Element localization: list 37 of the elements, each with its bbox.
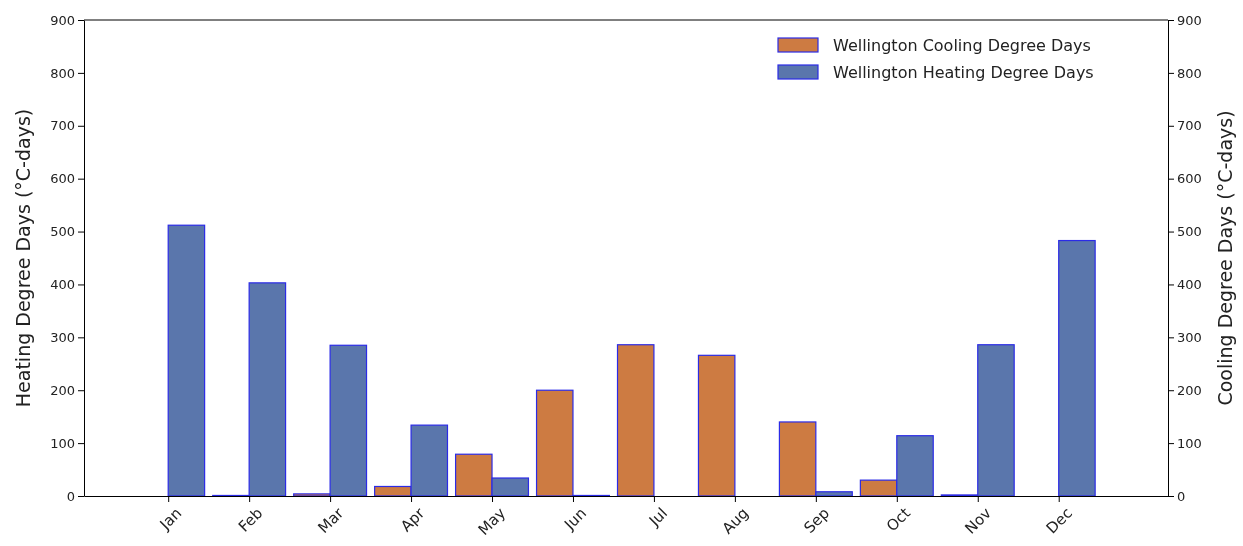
x-tick-label: Jun <box>560 504 591 535</box>
y2-tick-label: 0 <box>1177 488 1186 504</box>
y2-tick-label: 400 <box>1177 277 1202 293</box>
bar <box>1058 239 1096 497</box>
y-tick-label: 600 <box>50 171 75 187</box>
y2-tick-label: 300 <box>1177 329 1202 345</box>
x-tick-label: Jul <box>644 504 672 531</box>
x-tick-label: Oct <box>882 504 914 536</box>
y-tick-label: 900 <box>50 12 75 28</box>
y-axis-title: Heating Degree Days (°C-days) <box>12 108 34 408</box>
bar <box>167 224 206 497</box>
x-tick-label: Dec <box>1042 504 1076 538</box>
bar <box>616 344 655 497</box>
x-tick-label: Feb <box>234 504 267 536</box>
y-tick-label: 300 <box>50 329 75 345</box>
y-tick-label: 100 <box>50 435 75 451</box>
legend-label: Wellington Heating Degree Days <box>833 63 1094 82</box>
y2-tick-label: 800 <box>1177 65 1202 81</box>
y-tick-label: 0 <box>66 488 75 504</box>
x-tick-label: Mar <box>314 503 348 537</box>
y-tick-label: 800 <box>50 65 75 81</box>
bar <box>697 354 736 497</box>
y-tick-label: 200 <box>50 382 75 398</box>
y-tick-label: 400 <box>50 277 75 293</box>
y2-tick-label: 600 <box>1177 171 1202 187</box>
x-tick-label: Jan <box>155 504 186 534</box>
x-tick-label: Sep <box>800 504 833 537</box>
y2-tick-label: 200 <box>1177 382 1202 398</box>
y2-axis-title: Cooling Degree Days (°C-days) <box>1214 110 1236 406</box>
y-tick-label: 500 <box>50 224 75 240</box>
x-tick-label: Apr <box>397 503 429 536</box>
legend-label: Wellington Cooling Degree Days <box>833 36 1091 55</box>
y2-tick-label: 900 <box>1177 12 1202 28</box>
y2-tick-label: 700 <box>1177 118 1202 134</box>
y2-tick-label: 100 <box>1177 435 1202 451</box>
y2-tick-label: 500 <box>1177 224 1202 240</box>
y-tick-label: 700 <box>50 118 75 134</box>
